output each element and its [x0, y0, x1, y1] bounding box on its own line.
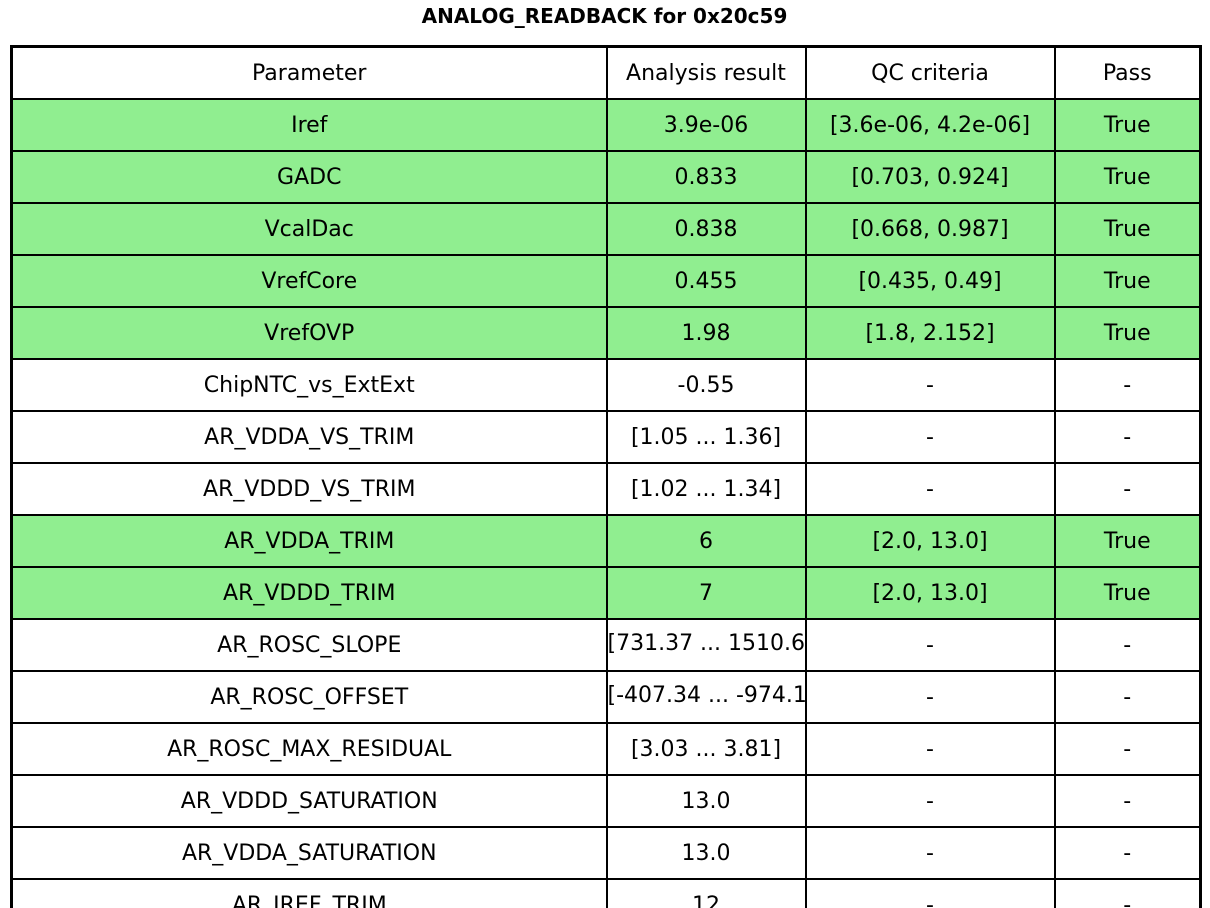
table-row: ChipNTC_vs_ExtExt -0.55- -	[10, 358, 1202, 412]
analysis-result-cell: 0.455	[605, 254, 807, 308]
qc-criteria-cell: -	[804, 618, 1056, 672]
qc-criteria-cell: -	[804, 670, 1056, 724]
analog-readback-table: Parameter Analysis result QC criteria Pa…	[10, 45, 1202, 908]
parameter-cell: VrefCore	[10, 254, 608, 308]
pass-cell: True	[1053, 202, 1202, 256]
parameter-cell: AR_VDDA_VS_TRIM	[10, 410, 608, 464]
analysis-result-cell: [1.02 ... 1.34]	[605, 462, 807, 516]
qc-criteria-cell: -	[804, 462, 1056, 516]
analysis-result-cell: 13.0	[605, 826, 807, 880]
pass-cell: -	[1053, 358, 1202, 412]
pass-cell: -	[1053, 670, 1202, 724]
overflowing-result-text: [-407.34 ... -974.17]	[607, 683, 805, 708]
table-row: AR_VDDA_VS_TRIM [1.05 ... 1.36] - -	[10, 410, 1202, 464]
table-row: VrefCore 0.455 [0.435, 0.49] True	[10, 254, 1202, 308]
qc-criteria-cell: [0.435, 0.49]	[804, 254, 1056, 308]
table-row: AR_IREF_TRIM 12- -	[10, 878, 1202, 908]
pass-cell: -	[1053, 618, 1202, 672]
parameter-cell: AR_VDDA_TRIM	[10, 514, 608, 568]
table-row: AR_ROSC_SLOPE[731.37 ... 1510.62]--	[10, 618, 1202, 672]
parameter-cell: AR_VDDD_VS_TRIM	[10, 462, 608, 516]
analysis-result-cell: -0.55	[605, 358, 807, 412]
table-row: VcalDac 0.838 [0.668, 0.987] True	[10, 202, 1202, 256]
analysis-result-cell: 1.98	[605, 306, 807, 360]
pass-cell: -	[1053, 878, 1202, 908]
table-body: Iref 3.9e-06 [3.6e-06, 4.2e-06] True GADC 0.8…	[10, 98, 1202, 908]
parameter-cell: VcalDac	[10, 202, 608, 256]
pass-cell: True	[1053, 254, 1202, 308]
pass-cell: True	[1053, 566, 1202, 620]
pass-cell: -	[1053, 462, 1202, 516]
parameter-cell: AR_IREF_TRIM	[10, 878, 608, 908]
parameter-cell: AR_VDDD_TRIM	[10, 566, 608, 620]
overflowing-result-text: [731.37 ... 1510.62]	[607, 631, 805, 656]
table-row: VrefOVP 1.98 [1.8, 2.152] True	[10, 306, 1202, 360]
pass-cell: True	[1053, 306, 1202, 360]
parameter-cell: AR_VDDA_SATURATION	[10, 826, 608, 880]
qc-criteria-cell: [1.8, 2.152]	[804, 306, 1056, 360]
parameter-cell: GADC	[10, 150, 608, 204]
table-row: AR_ROSC_OFFSET[-407.34 ... -974.17]--	[10, 670, 1202, 724]
parameter-cell: AR_VDDD_SATURATION	[10, 774, 608, 828]
analysis-result-cell: [1.05 ... 1.36]	[605, 410, 807, 464]
qc-criteria-cell: -	[804, 358, 1056, 412]
analysis-result-cell: 6	[605, 514, 807, 568]
pass-cell: True	[1053, 98, 1202, 152]
parameter-cell: AR_ROSC_SLOPE	[10, 618, 608, 672]
analysis-result-cell: 12	[605, 878, 807, 908]
qc-criteria-cell: [2.0, 13.0]	[804, 514, 1056, 568]
analysis-result-cell: 0.838	[605, 202, 807, 256]
qc-criteria-cell: -	[804, 410, 1056, 464]
table-row: GADC 0.833 [0.703, 0.924] True	[10, 150, 1202, 204]
pass-cell: True	[1053, 514, 1202, 568]
table-row: Iref 3.9e-06 [3.6e-06, 4.2e-06] True	[10, 98, 1202, 152]
qc-criteria-cell: -	[804, 878, 1056, 908]
pass-cell: -	[1053, 722, 1202, 776]
analysis-result-cell: 13.0	[605, 774, 807, 828]
pass-cell: -	[1053, 410, 1202, 464]
qc-criteria-cell: [0.703, 0.924]	[804, 150, 1056, 204]
pass-cell: -	[1053, 774, 1202, 828]
analysis-result-cell: [-407.34 ... -974.17]	[605, 670, 807, 724]
analysis-result-cell: [3.03 ... 3.81]	[605, 722, 807, 776]
header-row: Parameter Analysis result QC criteria Pa…	[10, 45, 1202, 100]
page-title: ANALOG_READBACK for 0x20c59	[421, 4, 788, 28]
analysis-result-cell: 7	[605, 566, 807, 620]
qc-criteria-cell: -	[804, 774, 1056, 828]
parameter-cell: AR_ROSC_MAX_RESIDUAL	[10, 722, 608, 776]
table-row: AR_ROSC_MAX_RESIDUAL [3.03 ... 3.81] - -	[10, 722, 1202, 776]
qc-criteria-cell: [3.6e-06, 4.2e-06]	[804, 98, 1056, 152]
pass-cell: -	[1053, 826, 1202, 880]
parameter-cell: AR_ROSC_OFFSET	[10, 670, 608, 724]
analysis-result-cell: [731.37 ... 1510.62]	[605, 618, 807, 672]
table-row: AR_VDDD_TRIM 7 [2.0, 13.0] True	[10, 566, 1202, 620]
col-header-analysis-result: Analysis result	[605, 45, 807, 100]
parameter-cell: VrefOVP	[10, 306, 608, 360]
col-header-qc-criteria: QC criteria	[804, 45, 1056, 100]
col-header-pass: Pass	[1053, 45, 1202, 100]
analysis-result-cell: 0.833	[605, 150, 807, 204]
qc-criteria-cell: [2.0, 13.0]	[804, 566, 1056, 620]
table-row: AR_VDDA_TRIM 6 [2.0, 13.0] True	[10, 514, 1202, 568]
parameter-cell: Iref	[10, 98, 608, 152]
col-header-parameter: Parameter	[10, 45, 608, 100]
table-row: AR_VDDD_VS_TRIM [1.02 ... 1.34] - -	[10, 462, 1202, 516]
parameter-cell: ChipNTC_vs_ExtExt	[10, 358, 608, 412]
qc-criteria-cell: -	[804, 826, 1056, 880]
qc-criteria-cell: -	[804, 722, 1056, 776]
table-row: AR_VDDA_SATURATION 13.0- -	[10, 826, 1202, 880]
qc-criteria-cell: [0.668, 0.987]	[804, 202, 1056, 256]
analysis-result-cell: 3.9e-06	[605, 98, 807, 152]
pass-cell: True	[1053, 150, 1202, 204]
table-row: AR_VDDD_SATURATION 13.0- -	[10, 774, 1202, 828]
